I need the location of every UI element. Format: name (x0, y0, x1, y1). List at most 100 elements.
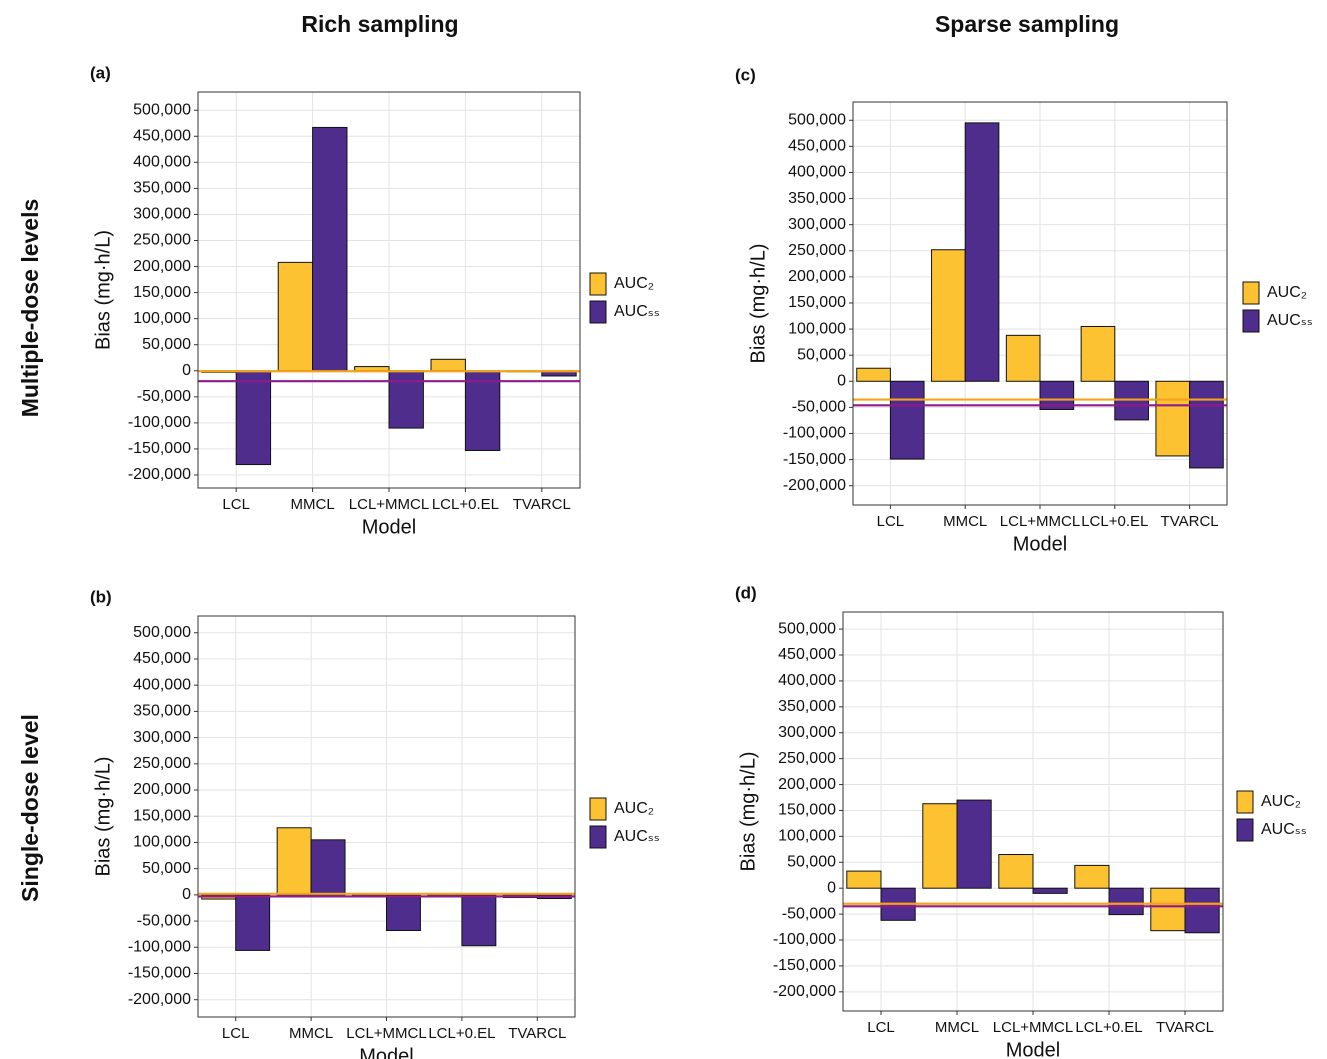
bar (461, 894, 497, 947)
y-axis-label: Bias (mg·h/L) (92, 756, 114, 876)
y-tick-label: 450,000 (133, 650, 191, 667)
bar (1005, 334, 1041, 382)
y-tick-label: 300,000 (133, 206, 191, 223)
y-tick-label: 200,000 (133, 781, 191, 798)
x-tick-label: LCL+MMCL (993, 1019, 1073, 1036)
y-tick-label: -150,000 (773, 957, 836, 974)
y-tick-label: 200,000 (788, 268, 846, 285)
plot-border (197, 91, 581, 489)
legend-swatch (589, 272, 607, 296)
y-tick-label: 250,000 (133, 232, 191, 249)
bar (1184, 887, 1220, 934)
bar (1080, 325, 1116, 382)
y-tick-label: 450,000 (788, 138, 846, 155)
x-tick-label: LCL (867, 1019, 895, 1036)
x-tick-label: TVARCL (508, 1025, 566, 1042)
legend-label: AUC₂ (1267, 284, 1307, 301)
y-tick-label: 50,000 (142, 860, 191, 877)
y-tick-label: 350,000 (788, 190, 846, 207)
y-tick-label: -200,000 (783, 477, 846, 494)
x-tick-label: LCL (222, 1025, 250, 1042)
y-tick-label: -200,000 (128, 466, 191, 483)
y-tick-label: 150,000 (778, 802, 836, 819)
y-tick-label: 200,000 (133, 258, 191, 275)
y-tick-label: 0 (827, 879, 836, 896)
x-axis-label: Model (1013, 533, 1067, 555)
bar (235, 894, 271, 951)
x-tick-label: TVARCL (1161, 513, 1219, 530)
y-tick-label: 300,000 (133, 729, 191, 746)
plot-border (197, 615, 576, 1018)
y-tick-label: 250,000 (133, 755, 191, 772)
y-tick-label: 200,000 (778, 776, 836, 793)
bar (310, 839, 346, 896)
y-tick-label: -150,000 (128, 965, 191, 982)
legend-label: AUC₂ (1261, 793, 1301, 810)
y-tick-label: 300,000 (778, 724, 836, 741)
x-tick-label: TVARCL (1156, 1019, 1214, 1036)
y-tick-label: 150,000 (133, 284, 191, 301)
y-axis-label: Bias (mg·h/L) (92, 230, 114, 350)
y-tick-label: 350,000 (133, 180, 191, 197)
row-title: Multiple-dose levels (17, 199, 43, 418)
y-tick-label: -50,000 (137, 388, 191, 405)
x-axis-label: Model (359, 1045, 413, 1059)
legend-swatch (1236, 790, 1254, 814)
bar (354, 366, 390, 372)
y-tick-label: 100,000 (133, 310, 191, 327)
panel-label: (c) (735, 65, 756, 84)
y-tick-label: -50,000 (782, 905, 836, 922)
y-tick-label: 50,000 (797, 346, 846, 363)
legend-swatch (589, 825, 607, 849)
x-tick-label: MMCL (935, 1019, 979, 1036)
legend-swatch (1242, 281, 1260, 305)
plot-border (842, 611, 1224, 1012)
legend-label: AUC₂ (614, 275, 654, 292)
y-tick-label: 250,000 (778, 750, 836, 767)
y-tick-label: 350,000 (778, 698, 836, 715)
y-tick-label: 150,000 (133, 807, 191, 824)
y-tick-label: -50,000 (137, 912, 191, 929)
y-tick-label: -150,000 (128, 440, 191, 457)
row-title: Single-dose level (17, 714, 43, 902)
y-tick-label: 0 (182, 362, 191, 379)
plot-border (852, 101, 1228, 506)
x-tick-label: MMCL (291, 496, 335, 513)
bar (1032, 887, 1068, 894)
x-tick-label: LCL+MMCL (346, 1025, 426, 1042)
legend-label: AUCₛₛ (614, 828, 660, 845)
legend-label: AUCₛₛ (614, 303, 660, 320)
bar (277, 261, 314, 372)
bar (998, 854, 1034, 889)
bar (388, 370, 424, 429)
panel-label: (b) (90, 587, 112, 606)
column-title: Rich sampling (301, 11, 458, 37)
y-tick-label: 350,000 (133, 703, 191, 720)
bar (964, 122, 1000, 382)
x-tick-label: LCL+0.EL (1081, 513, 1148, 530)
y-tick-label: 400,000 (778, 672, 836, 689)
y-tick-label: -100,000 (773, 931, 836, 948)
legend-label: AUC₂ (614, 800, 654, 817)
bar (956, 799, 992, 889)
y-tick-label: -200,000 (128, 991, 191, 1008)
y-tick-label: 500,000 (778, 620, 836, 637)
bar (430, 358, 466, 372)
y-tick-label: 0 (182, 886, 191, 903)
bar (235, 370, 272, 466)
bar (922, 803, 958, 889)
y-tick-label: -100,000 (128, 939, 191, 956)
x-tick-label: LCL (877, 513, 905, 530)
bar (1074, 864, 1110, 889)
panel-label: (a) (90, 63, 111, 82)
y-tick-label: 400,000 (133, 676, 191, 693)
x-tick-label: LCL+MMCL (1000, 513, 1080, 530)
y-tick-label: 300,000 (788, 216, 846, 233)
x-axis-label: Model (362, 516, 416, 538)
legend-swatch (589, 300, 607, 324)
legend-label: AUCₛₛ (1261, 821, 1307, 838)
y-tick-label: 0 (837, 372, 846, 389)
bar (931, 249, 966, 382)
bar (312, 126, 348, 372)
